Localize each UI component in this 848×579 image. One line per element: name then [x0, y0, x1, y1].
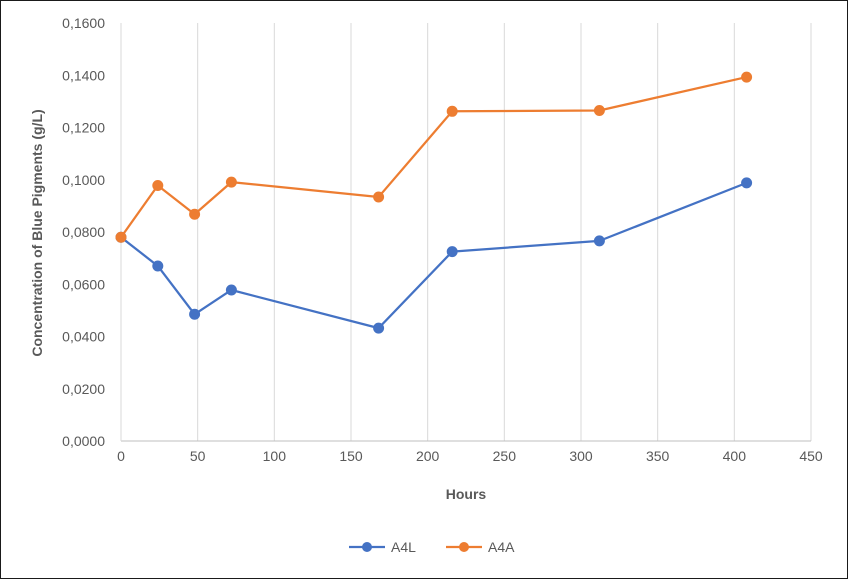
x-tick-label: 50 [190, 448, 206, 464]
y-tick-label: 0,0600 [62, 276, 105, 292]
x-tick-label: 200 [416, 448, 440, 464]
x-tick-label: 250 [493, 448, 517, 464]
x-tick-label: 150 [339, 448, 363, 464]
x-tick-label: 400 [723, 448, 747, 464]
data-point-a4l [152, 260, 164, 272]
x-tick-label: 100 [263, 448, 287, 464]
legend-label-a4l: A4L [391, 539, 416, 555]
data-point-a4a [115, 231, 127, 243]
x-axis-title: Hours [446, 486, 487, 502]
legend: A4L A4A [349, 539, 515, 555]
x-tick-label: 350 [646, 448, 670, 464]
series-group [115, 71, 753, 334]
legend-marker-a4l [362, 542, 372, 552]
data-point-a4l [373, 322, 385, 334]
series-line-a4a [120, 75, 747, 238]
y-tick-label: 0,0800 [62, 224, 105, 240]
y-tick-label: 0,1000 [62, 172, 105, 188]
x-tick-label: 300 [569, 448, 593, 464]
data-point-a4a [446, 105, 458, 117]
legend-label-a4a: A4A [488, 539, 515, 555]
y-tick-label: 0,0400 [62, 329, 105, 345]
x-axis-ticks: 0 50 100 150 200 250 300 350 400 450 [117, 448, 823, 464]
y-axis-ticks: 0,0000 0,0200 0,0400 0,0600 0,0800 0,1000 0,12… [62, 15, 105, 449]
x-tick-label: 450 [799, 448, 823, 464]
data-point-a4a [373, 191, 385, 203]
data-point-a4a [152, 179, 164, 191]
data-point-a4l [593, 235, 605, 247]
y-tick-label: 0,0200 [62, 381, 105, 397]
y-tick-label: 0,1600 [62, 15, 105, 31]
data-point-a4a [593, 105, 605, 117]
data-point-a4a [189, 208, 201, 220]
legend-marker-a4a [459, 542, 469, 552]
x-tick-label: 0 [117, 448, 125, 464]
series-line-a4l [120, 181, 748, 330]
data-point-a4l [446, 246, 458, 258]
data-point-a4l [225, 284, 237, 296]
y-tick-label: 0,0000 [62, 433, 105, 449]
data-point-a4l [741, 177, 753, 189]
y-tick-label: 0,1400 [62, 67, 105, 83]
data-point-a4a [741, 71, 753, 83]
y-axis-title: Concentration of Blue Pigments (g/L) [29, 109, 45, 356]
data-point-a4l [189, 308, 201, 320]
y-tick-label: 0,1200 [62, 120, 105, 136]
data-point-a4a [225, 176, 237, 188]
